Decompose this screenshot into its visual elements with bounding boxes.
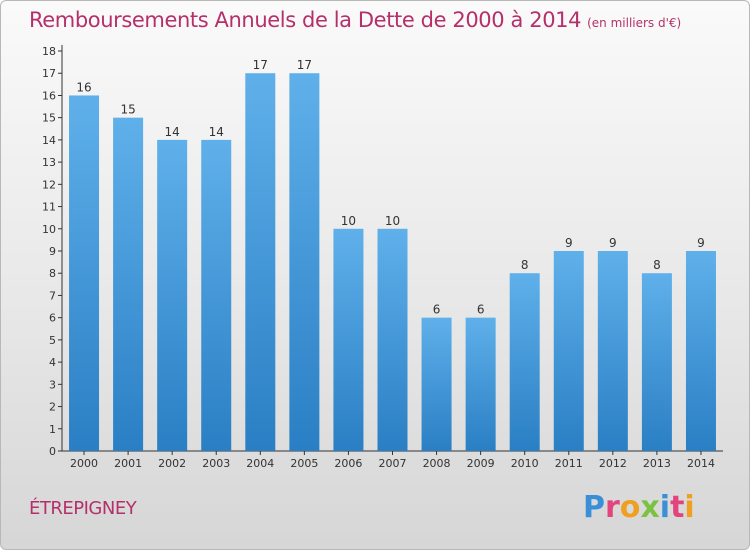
bar-value-label: 15 <box>120 103 135 117</box>
x-tick-label: 2000 <box>70 457 98 470</box>
bar[interactable] <box>685 251 716 451</box>
y-tick-label: 6 <box>49 312 56 325</box>
logo-letter: i <box>684 490 695 525</box>
bar-value-label: 10 <box>341 214 356 228</box>
logo-letter: x <box>640 490 660 525</box>
x-tick-label: 2012 <box>599 457 627 470</box>
bar[interactable] <box>245 73 276 451</box>
bar-value-label: 9 <box>697 236 705 250</box>
bar-value-label: 9 <box>609 236 617 250</box>
y-tick-label: 12 <box>42 178 56 191</box>
logo-letter: o <box>619 490 641 525</box>
bar[interactable] <box>465 317 496 451</box>
bar-value-label: 6 <box>433 303 441 317</box>
y-tick-label: 11 <box>42 201 56 214</box>
x-tick-label: 2007 <box>379 457 407 470</box>
x-tick-label: 2005 <box>290 457 318 470</box>
bar-value-label: 6 <box>477 303 485 317</box>
y-tick-label: 2 <box>49 401 56 414</box>
chart-title-text: Remboursements Annuels de la Dette de 20… <box>29 8 582 32</box>
y-tick-label: 9 <box>49 245 56 258</box>
y-tick-label: 1 <box>49 423 56 436</box>
bar[interactable] <box>289 73 320 451</box>
y-tick-label: 0 <box>49 445 56 458</box>
y-tick-label: 17 <box>42 67 56 80</box>
y-tick-label: 15 <box>42 112 56 125</box>
bar-value-label: 14 <box>165 125 180 139</box>
y-tick-label: 10 <box>42 223 56 236</box>
y-tick-label: 5 <box>49 334 56 347</box>
x-tick-label: 2009 <box>467 457 495 470</box>
bar[interactable] <box>333 228 364 451</box>
y-tick-label: 14 <box>42 134 56 147</box>
bar[interactable] <box>553 251 584 451</box>
bar[interactable] <box>509 273 540 451</box>
bar[interactable] <box>421 317 452 451</box>
x-tick-label: 2013 <box>643 457 671 470</box>
bar[interactable] <box>157 139 188 451</box>
bar-value-label: 17 <box>253 58 268 72</box>
x-tick-label: 2008 <box>423 457 451 470</box>
logo-letter: t <box>670 490 685 525</box>
logo-letter: i <box>659 490 671 525</box>
logo-letter: P <box>583 490 605 525</box>
y-tick-label: 16 <box>42 89 56 102</box>
y-tick-label: 8 <box>49 267 56 280</box>
y-tick-label: 4 <box>49 356 56 369</box>
bar[interactable] <box>597 251 628 451</box>
chart-title: Remboursements Annuels de la Dette de 20… <box>29 8 681 32</box>
bar-value-label: 16 <box>76 80 91 94</box>
y-tick-label: 7 <box>49 289 56 302</box>
bar-value-label: 8 <box>521 258 529 272</box>
bar[interactable] <box>113 117 144 452</box>
bar-value-label: 10 <box>385 214 400 228</box>
bar[interactable] <box>377 228 408 451</box>
commune-name: ÉTREPIGNEY <box>29 498 137 519</box>
x-tick-label: 2014 <box>687 457 715 470</box>
y-tick-label: 3 <box>49 378 56 391</box>
bar-value-label: 14 <box>209 125 224 139</box>
proxiti-logo[interactable]: Proxiti <box>583 490 695 525</box>
y-tick-label: 18 <box>42 45 56 58</box>
x-tick-label: 2003 <box>202 457 230 470</box>
bar[interactable] <box>641 273 672 451</box>
y-tick-label: 13 <box>42 156 56 169</box>
x-tick-label: 2011 <box>555 457 583 470</box>
logo-letter: r <box>605 490 620 525</box>
chart-title-unit: (en milliers d'€) <box>587 16 682 30</box>
bar-value-label: 17 <box>297 58 312 72</box>
x-tick-label: 2004 <box>246 457 274 470</box>
bar[interactable] <box>69 95 100 451</box>
bar[interactable] <box>201 139 232 451</box>
bar-value-label: 8 <box>653 258 661 272</box>
x-tick-label: 2002 <box>158 457 186 470</box>
x-tick-label: 2006 <box>334 457 362 470</box>
x-tick-label: 2010 <box>511 457 539 470</box>
x-tick-label: 2001 <box>114 457 142 470</box>
bar-value-label: 9 <box>565 236 573 250</box>
